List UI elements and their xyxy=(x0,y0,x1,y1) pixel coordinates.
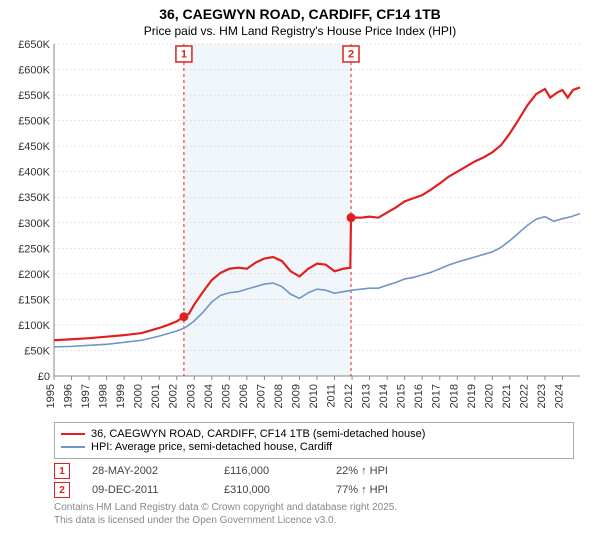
svg-text:1996: 1996 xyxy=(63,384,75,408)
price-chart: £0 £50K £100K £150K £200K £250K £300K £350K £400… xyxy=(6,38,594,418)
sale-marker-icon: 2 xyxy=(54,482,70,498)
svg-text:£350K: £350K xyxy=(18,192,50,204)
svg-text:2021: 2021 xyxy=(501,384,513,408)
legend-series-hpi: HPI: Average price, semi-detached house,… xyxy=(61,441,567,453)
svg-text:2019: 2019 xyxy=(466,384,478,408)
svg-text:1995: 1995 xyxy=(45,384,57,408)
svg-text:2015: 2015 xyxy=(396,384,408,408)
legend-label-hpi: HPI: Average price, semi-detached house,… xyxy=(91,441,332,453)
sale-row: 1 28-MAY-2002 £116,000 22% ↑ HPI xyxy=(54,463,574,479)
legend: 36, CAEGWYN ROAD, CARDIFF, CF14 1TB (sem… xyxy=(54,422,574,459)
svg-text:2024: 2024 xyxy=(553,384,565,408)
svg-text:£500K: £500K xyxy=(18,116,50,128)
svg-text:£650K: £650K xyxy=(18,39,50,51)
svg-text:1997: 1997 xyxy=(80,384,92,408)
svg-text:£400K: £400K xyxy=(18,167,50,179)
svg-text:£200K: £200K xyxy=(18,269,50,281)
svg-text:1: 1 xyxy=(181,48,187,60)
svg-text:£550K: £550K xyxy=(18,90,50,102)
chart-svg: £0 £50K £100K £150K £200K £250K £300K £350K £400… xyxy=(6,38,594,418)
sale-marker-icon: 1 xyxy=(54,463,70,479)
title-block: 36, CAEGWYN ROAD, CARDIFF, CF14 1TB Pric… xyxy=(6,6,594,38)
sale-price: £116,000 xyxy=(224,465,314,477)
svg-text:£0: £0 xyxy=(38,371,50,383)
svg-text:2002: 2002 xyxy=(168,384,180,408)
svg-text:2013: 2013 xyxy=(361,384,373,408)
svg-text:£50K: £50K xyxy=(24,345,50,357)
svg-text:2007: 2007 xyxy=(255,384,267,408)
svg-text:2010: 2010 xyxy=(308,384,320,408)
svg-text:£150K: £150K xyxy=(18,294,50,306)
svg-text:2023: 2023 xyxy=(536,384,548,408)
svg-text:2011: 2011 xyxy=(326,384,338,408)
sale-row: 2 09-DEC-2011 £310,000 77% ↑ HPI xyxy=(54,482,574,498)
svg-text:2008: 2008 xyxy=(273,384,285,408)
svg-text:2014: 2014 xyxy=(378,384,390,408)
svg-text:£100K: £100K xyxy=(18,320,50,332)
sale-date: 28-MAY-2002 xyxy=(92,465,202,477)
svg-text:2003: 2003 xyxy=(185,384,197,408)
svg-text:2000: 2000 xyxy=(133,384,145,408)
sales-table: 1 28-MAY-2002 £116,000 22% ↑ HPI 2 09-DEC-201… xyxy=(54,463,574,498)
svg-text:£300K: £300K xyxy=(18,218,50,230)
svg-text:2017: 2017 xyxy=(431,384,443,408)
svg-text:2016: 2016 xyxy=(413,384,425,408)
svg-text:2005: 2005 xyxy=(220,384,232,408)
sale-hpi-delta: 77% ↑ HPI xyxy=(336,484,446,496)
svg-text:2: 2 xyxy=(348,48,354,60)
sale-date: 09-DEC-2011 xyxy=(92,484,202,496)
svg-text:2022: 2022 xyxy=(518,384,530,408)
sale-price: £310,000 xyxy=(224,484,314,496)
svg-text:1999: 1999 xyxy=(115,384,127,408)
page-title: 36, CAEGWYN ROAD, CARDIFF, CF14 1TB xyxy=(6,6,594,22)
svg-text:2009: 2009 xyxy=(290,384,302,408)
legend-swatch-paid xyxy=(61,433,85,435)
svg-text:2001: 2001 xyxy=(150,384,162,408)
attribution-footer: Contains HM Land Registry data © Crown c… xyxy=(54,502,574,527)
legend-label-paid: 36, CAEGWYN ROAD, CARDIFF, CF14 1TB (sem… xyxy=(91,428,425,440)
svg-text:2020: 2020 xyxy=(483,384,495,408)
page-subtitle: Price paid vs. HM Land Registry's House … xyxy=(6,24,594,38)
svg-text:£250K: £250K xyxy=(18,243,50,255)
svg-text:£600K: £600K xyxy=(18,65,50,77)
svg-text:2004: 2004 xyxy=(203,384,215,408)
legend-series-paid: 36, CAEGWYN ROAD, CARDIFF, CF14 1TB (sem… xyxy=(61,428,567,440)
svg-text:2012: 2012 xyxy=(343,384,355,408)
footer-line-1: Contains HM Land Registry data © Crown c… xyxy=(54,502,574,515)
svg-text:2018: 2018 xyxy=(448,384,460,408)
svg-text:1998: 1998 xyxy=(98,384,110,408)
legend-swatch-hpi xyxy=(61,446,85,448)
footer-line-2: This data is licensed under the Open Gov… xyxy=(54,515,574,528)
sale-hpi-delta: 22% ↑ HPI xyxy=(336,465,446,477)
svg-text:2006: 2006 xyxy=(238,384,250,408)
svg-text:£450K: £450K xyxy=(18,141,50,153)
